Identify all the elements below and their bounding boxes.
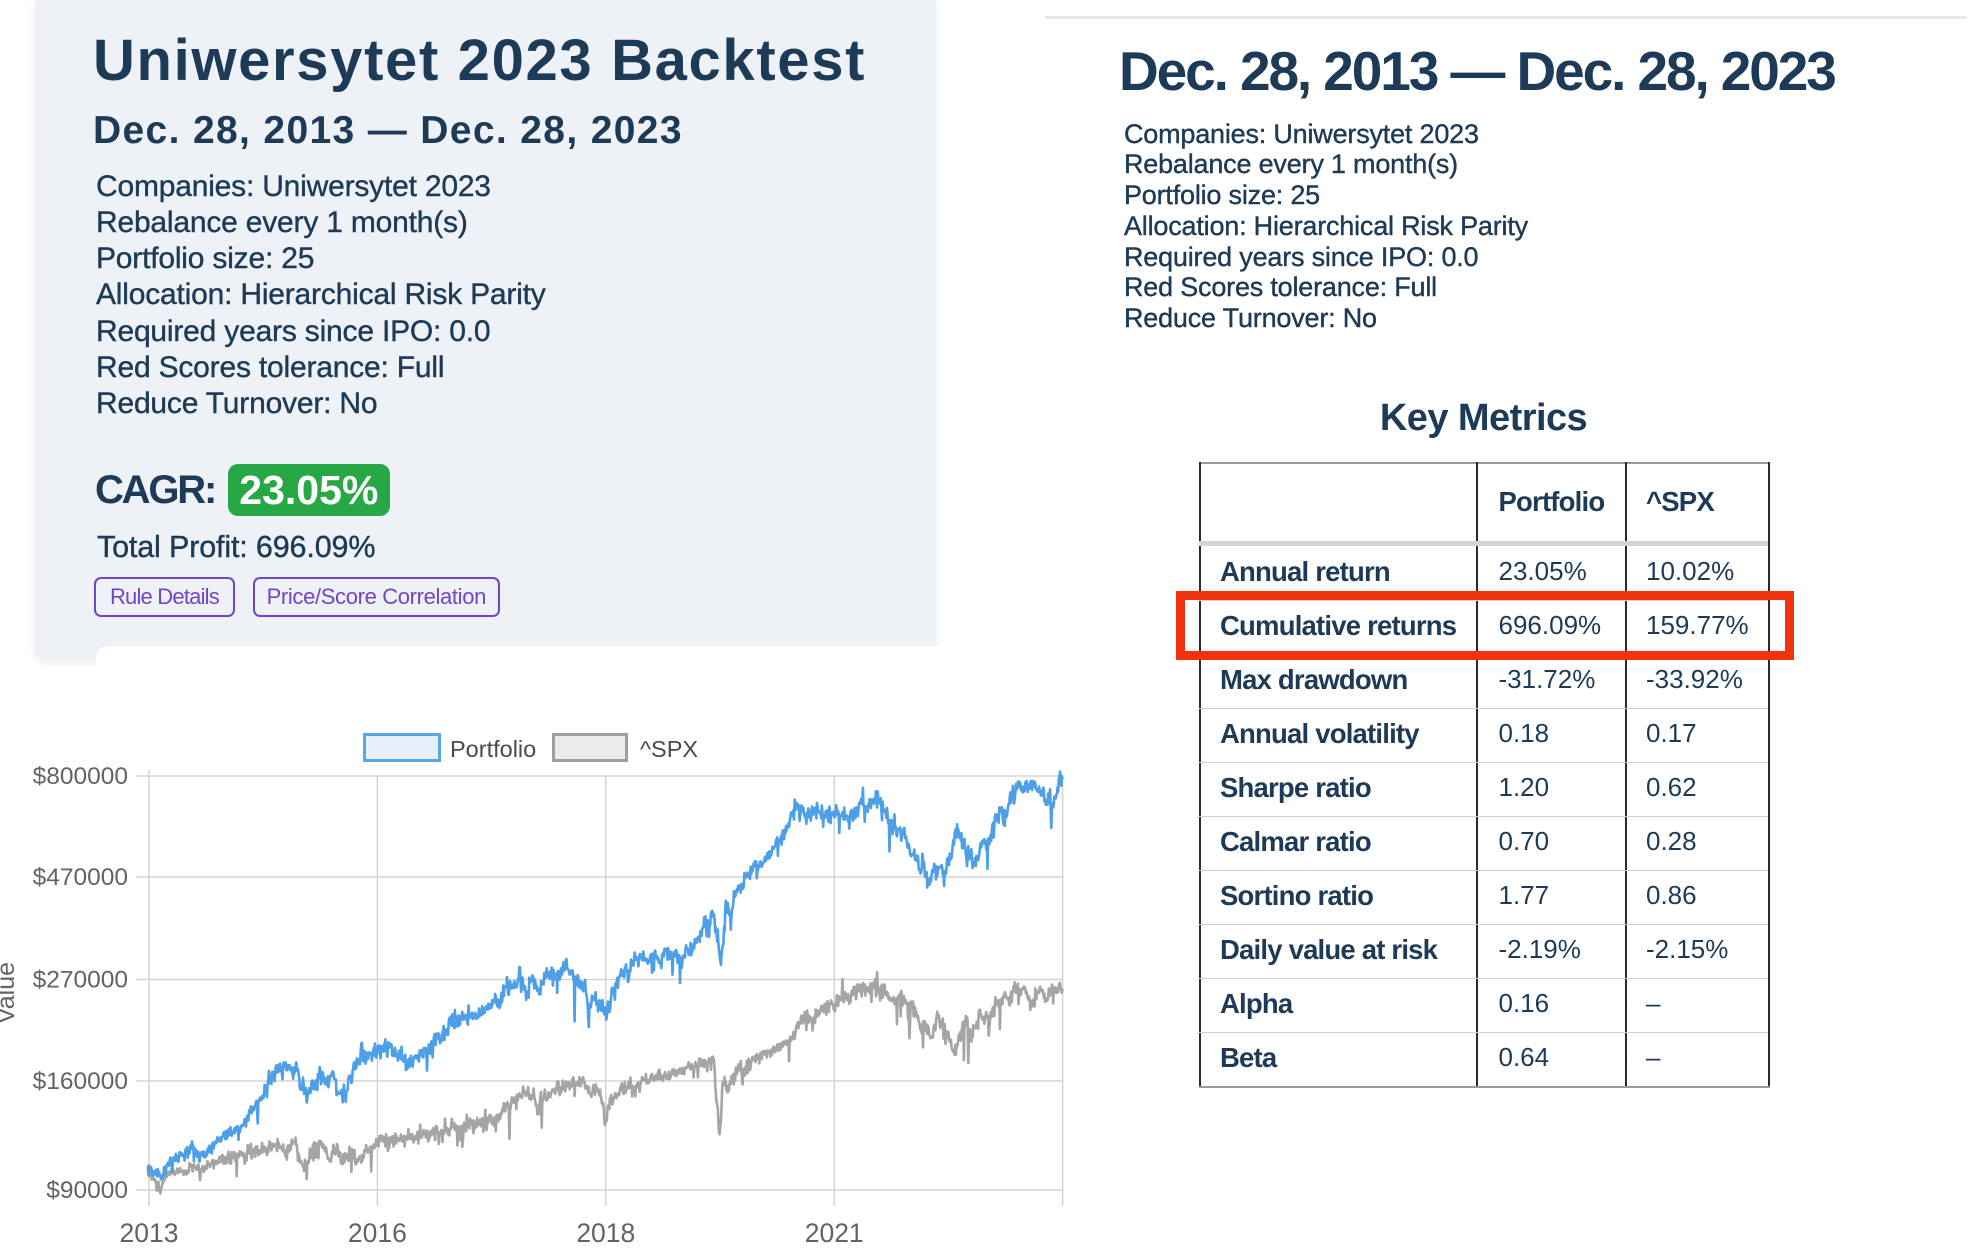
svg-text:$470000: $470000	[33, 864, 128, 891]
svg-text:$90000: $90000	[46, 1177, 128, 1204]
svg-text:^SPX: ^SPX	[640, 736, 698, 762]
svg-text:$270000: $270000	[33, 967, 128, 994]
svg-text:2021: 2021	[805, 1218, 864, 1248]
svg-text:Value: Value	[0, 962, 20, 1024]
svg-text:2016: 2016	[348, 1218, 407, 1248]
svg-text:$160000: $160000	[33, 1068, 128, 1095]
svg-text:2018: 2018	[576, 1218, 635, 1248]
svg-text:$800000: $800000	[33, 763, 128, 790]
svg-text:2013: 2013	[120, 1218, 179, 1248]
svg-text:Portfolio: Portfolio	[450, 736, 536, 762]
